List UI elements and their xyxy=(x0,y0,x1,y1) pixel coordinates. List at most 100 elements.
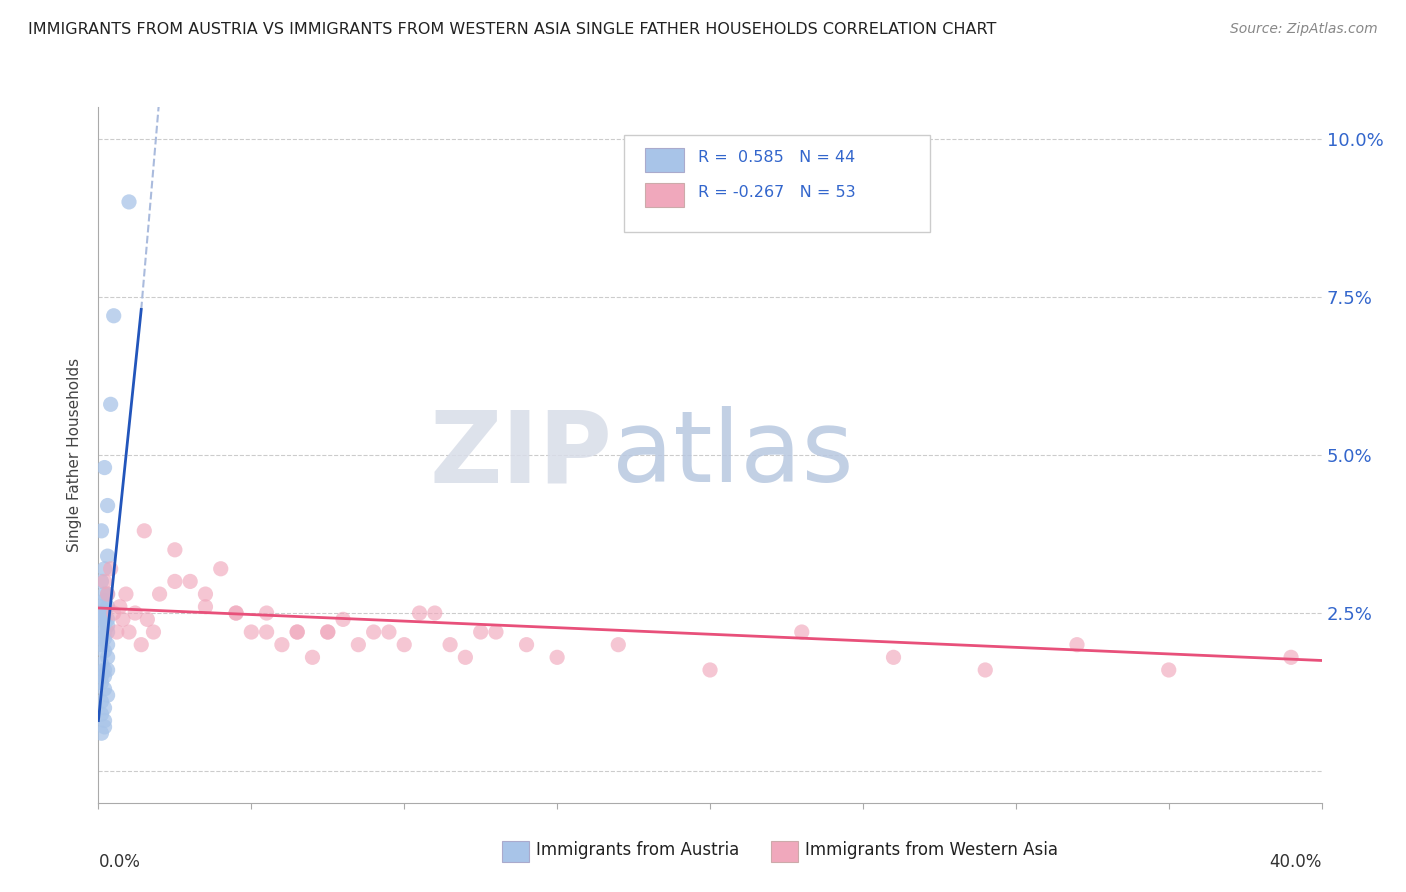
Point xyxy=(439,638,461,652)
Point xyxy=(256,606,278,620)
Point xyxy=(256,625,278,640)
Point xyxy=(93,663,115,677)
Point xyxy=(90,599,112,614)
Point xyxy=(97,499,120,513)
Point xyxy=(108,599,131,614)
Text: Immigrants from Western Asia: Immigrants from Western Asia xyxy=(806,841,1059,859)
Point xyxy=(93,625,115,640)
Point xyxy=(97,587,120,601)
Point xyxy=(90,675,112,690)
Bar xyxy=(645,183,685,207)
Point xyxy=(93,460,115,475)
Point xyxy=(93,701,115,715)
Point xyxy=(93,612,115,626)
Point xyxy=(209,562,232,576)
Point xyxy=(93,593,115,607)
Text: 40.0%: 40.0% xyxy=(1270,854,1322,871)
Point xyxy=(90,618,112,632)
Point xyxy=(423,606,446,620)
Point xyxy=(454,650,477,665)
Point xyxy=(90,707,112,722)
Point xyxy=(607,638,630,652)
Point xyxy=(1157,663,1180,677)
Point xyxy=(93,632,115,646)
Point xyxy=(97,625,120,640)
Point xyxy=(470,625,492,640)
Point xyxy=(163,574,186,589)
Point xyxy=(93,720,115,734)
Point xyxy=(93,574,115,589)
Point xyxy=(97,688,120,702)
Point xyxy=(97,587,120,601)
Point xyxy=(285,625,308,640)
Point xyxy=(378,625,401,640)
Point xyxy=(316,625,339,640)
Point xyxy=(270,638,292,652)
Text: Immigrants from Austria: Immigrants from Austria xyxy=(536,841,740,859)
Point xyxy=(225,606,247,620)
Y-axis label: Single Father Households: Single Father Households xyxy=(67,358,83,552)
Bar xyxy=(772,841,799,862)
Point xyxy=(97,612,120,626)
Point xyxy=(883,650,905,665)
Point xyxy=(97,663,120,677)
Point xyxy=(974,663,997,677)
Point xyxy=(124,606,146,620)
Point xyxy=(90,726,112,740)
Point xyxy=(301,650,323,665)
Point xyxy=(93,714,115,728)
Point xyxy=(316,625,339,640)
Point xyxy=(93,681,115,696)
Point xyxy=(97,650,120,665)
Point xyxy=(194,587,217,601)
Point xyxy=(516,638,538,652)
Point xyxy=(240,625,263,640)
Text: IMMIGRANTS FROM AUSTRIA VS IMMIGRANTS FROM WESTERN ASIA SINGLE FATHER HOUSEHOLDS: IMMIGRANTS FROM AUSTRIA VS IMMIGRANTS FR… xyxy=(28,22,997,37)
Point xyxy=(136,612,159,626)
Point xyxy=(408,606,430,620)
Point xyxy=(90,638,112,652)
Point xyxy=(225,606,247,620)
Point xyxy=(1279,650,1302,665)
Point xyxy=(90,632,112,646)
Text: R =  0.585   N = 44: R = 0.585 N = 44 xyxy=(697,151,855,165)
Point xyxy=(90,695,112,709)
Point xyxy=(285,625,308,640)
Text: atlas: atlas xyxy=(612,407,853,503)
Point xyxy=(163,542,186,557)
Point xyxy=(790,625,813,640)
Point xyxy=(699,663,721,677)
Point xyxy=(100,397,122,411)
FancyBboxPatch shape xyxy=(624,135,931,232)
Point xyxy=(363,625,385,640)
Point xyxy=(142,625,165,640)
Point xyxy=(103,606,125,620)
Point xyxy=(97,638,120,652)
Point xyxy=(90,606,112,620)
Point xyxy=(134,524,156,538)
Point xyxy=(485,625,508,640)
Point xyxy=(105,625,128,640)
Text: 0.0%: 0.0% xyxy=(98,854,141,871)
Point xyxy=(93,606,115,620)
Point xyxy=(149,587,172,601)
Point xyxy=(179,574,201,589)
Point xyxy=(90,669,112,683)
Bar xyxy=(645,148,685,172)
Point xyxy=(332,612,354,626)
Point xyxy=(392,638,416,652)
Text: Source: ZipAtlas.com: Source: ZipAtlas.com xyxy=(1230,22,1378,37)
Point xyxy=(118,625,141,640)
Point xyxy=(97,549,120,563)
Point xyxy=(1066,638,1088,652)
Point xyxy=(347,638,370,652)
Point xyxy=(115,587,138,601)
Point xyxy=(90,574,112,589)
Point xyxy=(546,650,568,665)
Point xyxy=(97,618,120,632)
Point xyxy=(111,612,134,626)
Point xyxy=(118,194,141,209)
Bar xyxy=(502,841,529,862)
Point xyxy=(93,587,115,601)
Point xyxy=(194,599,217,614)
